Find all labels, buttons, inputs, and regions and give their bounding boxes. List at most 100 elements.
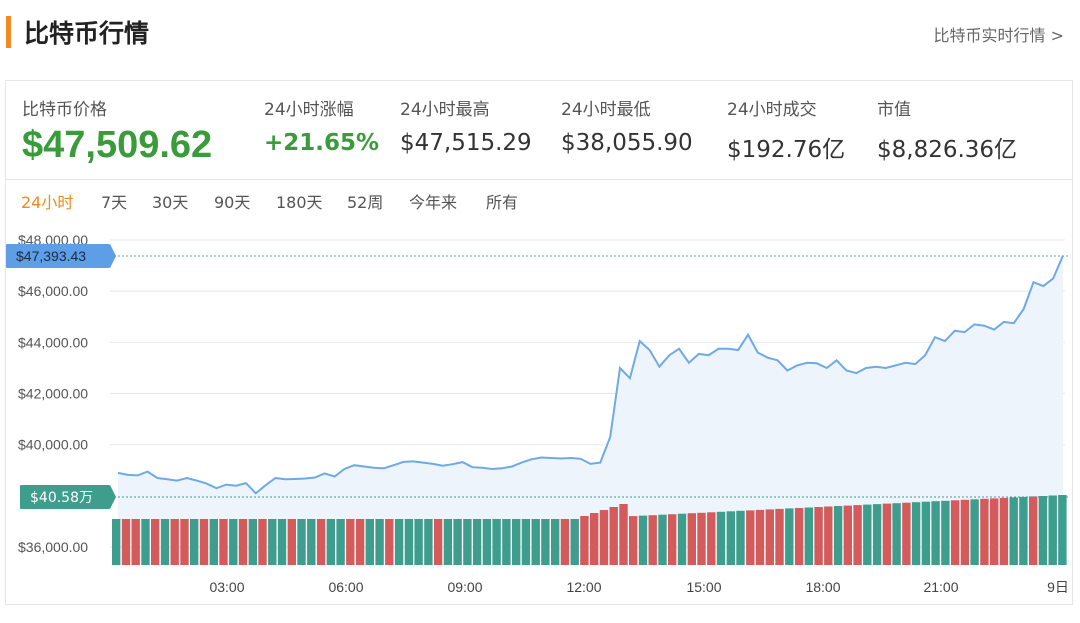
tab-all[interactable]: 所有	[486, 193, 519, 212]
volume-bar	[336, 519, 345, 565]
volume-bar	[902, 502, 911, 565]
volume-bar	[619, 504, 628, 565]
volume-bar	[931, 501, 940, 565]
volume-bar	[911, 502, 921, 565]
price-marker-arrow	[110, 244, 116, 268]
volume-bar	[726, 511, 735, 565]
volume-bar	[882, 503, 892, 565]
volume-bar	[921, 501, 931, 565]
volume-bar	[1058, 495, 1067, 565]
tab-24h[interactable]: 24小时	[21, 193, 74, 212]
volume-bar	[570, 519, 579, 565]
volume-bar	[824, 506, 833, 565]
x-tick-label: 03:00	[209, 579, 244, 595]
volume-bar	[112, 519, 121, 565]
volume-bar	[238, 519, 248, 565]
volume-bar	[746, 510, 755, 565]
volume-bar	[697, 512, 706, 565]
x-tick-label: 12:00	[566, 579, 601, 595]
x-tick-label: 15:00	[686, 579, 721, 595]
volume-value: $192.76亿	[727, 137, 846, 163]
x-tick-label: 9日	[1047, 579, 1069, 595]
low-stat: 24小时最低 $38,055.90	[561, 95, 693, 156]
volume-bar	[990, 498, 999, 565]
volume-bar	[151, 519, 160, 565]
volume-bar	[775, 508, 784, 565]
volume-bar	[190, 519, 199, 565]
volume-bar	[307, 519, 316, 565]
tab-30d[interactable]: 30天	[152, 193, 189, 212]
header: 比特币行情 比特币实时行情 >	[0, 0, 1080, 64]
volume-bar	[794, 508, 804, 565]
tab-ytd[interactable]: 今年来	[409, 193, 458, 212]
volume-bar	[385, 519, 394, 565]
volume-bar	[268, 519, 277, 565]
price-area	[118, 255, 1063, 520]
volume-bar	[394, 519, 404, 565]
volume-bar	[560, 519, 570, 565]
volume-bar	[463, 519, 472, 565]
tab-7d[interactable]: 7天	[101, 193, 128, 212]
volume-bar	[580, 516, 589, 565]
volume-bar	[472, 519, 482, 565]
high-value: $47,515.29	[400, 130, 532, 156]
y-tick-label: $46,000.00	[18, 283, 88, 299]
volume-marker-arrow	[110, 485, 116, 509]
tab-90d[interactable]: 90天	[214, 193, 251, 212]
volume-bar	[346, 519, 355, 565]
price-value: $47,509.62	[22, 124, 213, 166]
volume-marker-badge	[20, 485, 110, 509]
y-tick-label: $36,000.00	[18, 539, 88, 555]
volume-bar	[980, 498, 989, 565]
volume-bar	[433, 519, 443, 565]
stats-row: 比特币价格 $47,509.62 24小时涨幅 +21.65% 24小时最高 $…	[6, 81, 1072, 180]
price-marker-label: $47,393.43	[16, 248, 86, 264]
volume-bar	[443, 519, 453, 565]
volume-bar	[199, 519, 209, 565]
volume-bar	[404, 519, 414, 565]
volume-bar	[960, 499, 970, 565]
volume-bar	[716, 511, 726, 565]
marketcap-value: $8,826.36亿	[877, 137, 1018, 163]
volume-bar	[482, 519, 492, 565]
volume-bar	[229, 519, 238, 565]
volume-bar	[863, 504, 872, 565]
volume-bar	[414, 519, 423, 565]
volume-bar	[1048, 495, 1057, 565]
volume-bar	[668, 514, 677, 565]
price-stat: 比特币价格 $47,509.62	[22, 95, 212, 167]
price-card: 比特币价格 $47,509.62 24小时涨幅 +21.65% 24小时最高 $…	[5, 80, 1073, 605]
x-tick-label: 06:00	[328, 579, 363, 595]
volume-bar	[492, 519, 501, 565]
volume-bar	[970, 499, 979, 565]
volume-bar	[755, 509, 765, 565]
volume-bar	[160, 519, 170, 565]
volume-bar	[814, 507, 823, 565]
change-value: +21.65%	[264, 130, 380, 156]
x-tick-label: 18:00	[805, 579, 840, 595]
volume-bar	[258, 519, 267, 565]
volume-bar	[180, 519, 189, 565]
volume-bar	[1009, 497, 1018, 565]
x-tick-label: 09:00	[447, 579, 482, 595]
volume-bar	[638, 515, 648, 565]
volume-bar	[658, 514, 667, 565]
volume-bar	[687, 513, 696, 565]
change-label: 24小时涨幅	[264, 100, 354, 120]
volume-bar	[599, 510, 609, 565]
volume-bar	[677, 513, 687, 565]
marketcap-stat: 市值 $8,826.36亿	[877, 95, 1017, 164]
volume-marker-label: $40.58万	[30, 490, 93, 506]
realtime-quotes-link[interactable]: 比特币实时行情 >	[933, 26, 1065, 45]
volume-bar	[521, 519, 531, 565]
volume-bar	[833, 506, 843, 565]
volume-bar	[512, 519, 521, 565]
volume-bar	[326, 519, 335, 565]
high-stat: 24小时最高 $47,515.29	[400, 95, 532, 156]
high-label: 24小时最高	[400, 100, 490, 120]
tab-180d[interactable]: 180天	[276, 193, 323, 212]
volume-bar	[531, 519, 540, 565]
volume-bar	[590, 513, 599, 565]
volume-bar	[872, 504, 882, 565]
tab-52w[interactable]: 52周	[347, 193, 384, 212]
